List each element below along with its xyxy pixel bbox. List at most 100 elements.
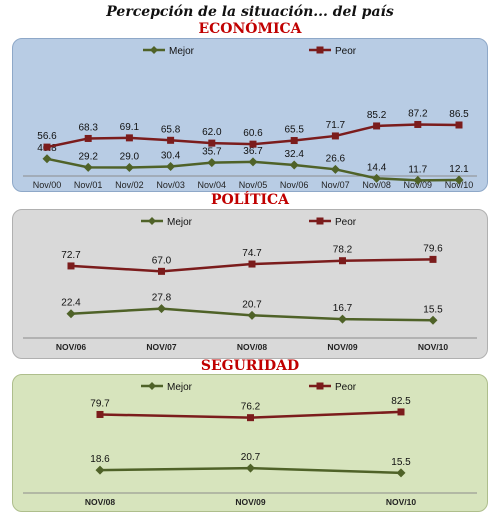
politica-chart-svg: NOV/06 NOV/07 NOV/08 NOV/09 NOV/10 Mejor Peor 2… (23, 217, 477, 352)
panel-title-seguridad: SEGURIDAD (200, 358, 300, 374)
data-label-mejor: 30.4 (161, 151, 181, 162)
data-label-mejor: 22.4 (61, 298, 81, 309)
data-point-mejor (42, 154, 52, 164)
data-point-peor (43, 143, 51, 151)
legend-item-mejor: Mejor (143, 46, 195, 57)
data-label-peor: 79.7 (90, 398, 110, 409)
x-tick-label: NOV/09 (327, 342, 358, 352)
legend-item-peor: Peor (309, 382, 357, 393)
x-tick-label: Nov/07 (321, 180, 350, 190)
data-point-peor (167, 136, 175, 144)
data-point-mejor (396, 468, 406, 478)
chart-panel-politica: NOV/06 NOV/07 NOV/08 NOV/09 NOV/10 Mejor Peor 2… (12, 209, 488, 359)
data-label-mejor: 29.2 (78, 151, 98, 162)
data-point-mejor (338, 314, 347, 324)
x-tick-label: Nov/04 (198, 180, 227, 190)
economica-chart-svg: Nov/00 Nov/01 Nov/02 Nov/03 Nov/04 Nov/05 Nov/… (23, 46, 477, 190)
data-label-peor: 71.7 (326, 120, 346, 131)
legend-item-mejor: Mejor (141, 217, 193, 228)
data-label-peor: 79.6 (423, 243, 443, 254)
x-tick-label: Nov/00 (33, 180, 62, 190)
x-tick-label: NOV/10 (418, 342, 449, 352)
x-tick-label: NOV/10 (386, 497, 417, 507)
legend-label: Peor (335, 382, 357, 393)
data-label-mejor: 15.5 (423, 304, 443, 315)
data-label-peor: 82.5 (391, 396, 411, 407)
data-point-peor (248, 260, 256, 268)
data-label-peor: 86.5 (449, 109, 469, 120)
x-tick-label: Nov/01 (74, 180, 103, 190)
legend-label: Peor (335, 46, 357, 57)
data-point-mejor (246, 463, 255, 473)
x-tick-label: NOV/08 (237, 342, 268, 352)
data-point-mejor (289, 160, 299, 170)
data-label-peor: 69.1 (120, 122, 140, 133)
x-tick-label: Nov/02 (115, 180, 144, 190)
chart-panel-seguridad: NOV/08 NOV/09 NOV/10 Mejor Peor 18.6 20.7 15.5 7… (12, 374, 488, 512)
data-label-peor: 85.2 (367, 110, 387, 121)
data-label-peor: 74.7 (242, 248, 262, 259)
data-point-peor (331, 132, 339, 140)
data-point-mejor (207, 158, 217, 168)
legend-item-mejor: Mejor (141, 382, 193, 393)
data-point-peor (125, 134, 133, 142)
data-point-peor (414, 120, 422, 128)
data-label-peor: 65.5 (284, 125, 304, 136)
data-point-mejor (372, 173, 382, 183)
data-point-peor (158, 267, 165, 275)
data-point-mejor (413, 175, 423, 185)
x-tick-label: Nov/09 (404, 180, 433, 190)
data-label-mejor: 29.0 (120, 152, 140, 163)
data-point-peor (208, 139, 216, 147)
data-point-mejor (166, 162, 176, 172)
legend-label: Mejor (167, 382, 193, 393)
data-label-mejor: 27.8 (152, 293, 172, 304)
legend-label: Peor (335, 217, 357, 228)
data-point-peor (339, 257, 346, 265)
data-label-peor: 78.2 (333, 245, 353, 256)
data-label-peor: 87.2 (408, 108, 428, 119)
x-tick-label: NOV/06 (56, 342, 87, 352)
x-tick-label: Nov/05 (239, 180, 268, 190)
x-tick-label: NOV/08 (85, 497, 116, 507)
data-point-mejor (454, 175, 464, 185)
data-point-peor (67, 262, 75, 270)
x-tick-label: Nov/03 (156, 180, 185, 190)
data-point-mejor (247, 310, 257, 320)
data-point-peor (455, 121, 463, 129)
legend-item-peor: Peor (309, 217, 357, 228)
data-point-peor (247, 414, 254, 422)
data-label-peor: 60.6 (243, 128, 263, 139)
x-tick-label: Nov/08 (362, 180, 391, 190)
panel-title-politica: POLÍTICA (210, 192, 290, 208)
data-point-peor (373, 122, 381, 130)
data-point-mejor (124, 163, 134, 173)
data-point-mejor (330, 164, 340, 174)
legend-item-peor: Peor (309, 46, 357, 57)
legend-label: Mejor (169, 46, 195, 57)
data-point-peor (249, 140, 257, 148)
chart-main-title: Percepción de la situación... del país (106, 4, 394, 20)
x-tick-label: NOV/07 (146, 342, 177, 352)
data-point-peor (397, 408, 405, 416)
data-point-peor (96, 410, 104, 418)
legend-label: Mejor (167, 217, 193, 228)
data-label-peor: 76.2 (241, 402, 261, 413)
data-label-mejor: 18.6 (90, 454, 110, 465)
data-label-peor: 65.8 (161, 124, 181, 135)
data-point-peor (84, 134, 92, 142)
data-label-mejor: 12.1 (449, 164, 469, 175)
data-label-mejor: 20.7 (242, 299, 262, 310)
panel-title-economica: ECONÓMICA (198, 21, 302, 37)
x-tick-label: Nov/10 (445, 180, 474, 190)
data-point-mejor (428, 315, 438, 325)
data-label-peor: 68.3 (78, 122, 98, 133)
data-label-mejor: 14.4 (367, 162, 387, 173)
data-label-mejor: 11.7 (408, 164, 427, 175)
data-point-mejor (248, 157, 258, 167)
data-label-peor: 56.6 (37, 131, 57, 142)
data-point-peor (429, 255, 437, 263)
data-label-peor: 67.0 (152, 255, 172, 266)
chart-panel-economica: Nov/00 Nov/01 Nov/02 Nov/03 Nov/04 Nov/05 Nov/… (12, 38, 488, 192)
data-label-mejor: 15.5 (391, 457, 411, 468)
